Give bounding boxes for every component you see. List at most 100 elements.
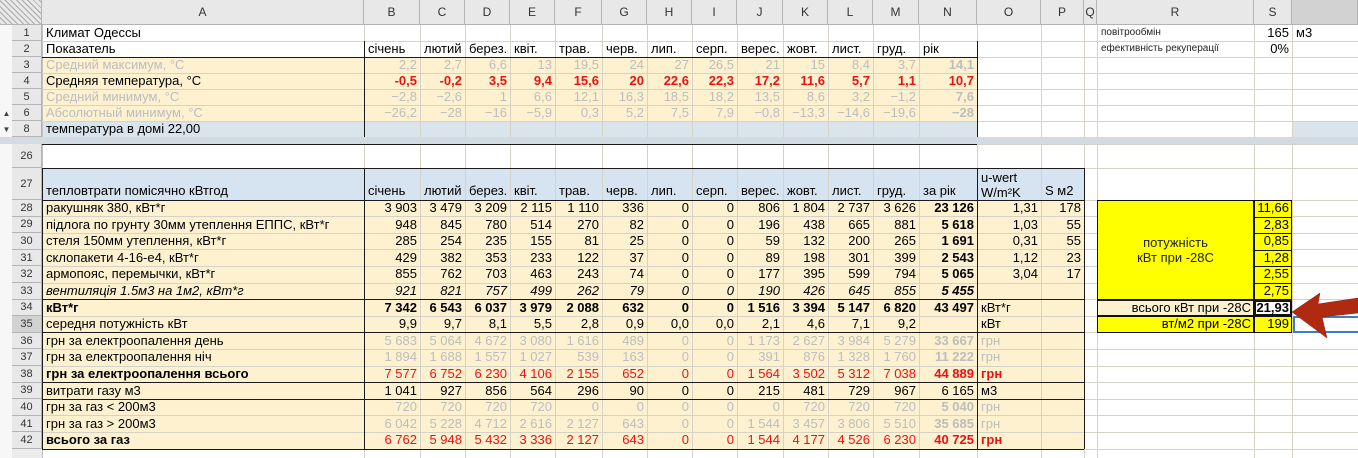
cell-K4[interactable]: 11,6 — [800, 73, 825, 88]
cell-B33[interactable]: 921 — [395, 283, 417, 298]
cell-A34[interactable]: кВт*г — [46, 299, 79, 315]
cell-C35[interactable]: 9,7 — [443, 316, 462, 332]
cell-E36[interactable]: 3 080 — [519, 332, 552, 348]
cell-A39[interactable]: витрати газу м3 — [46, 382, 141, 398]
house-temperature-label[interactable]: температура в домі 22,00 — [46, 121, 201, 136]
cell-B40[interactable]: 720 — [395, 399, 417, 415]
cell-N3[interactable]: 14,1 — [948, 57, 974, 72]
cell-O32[interactable]: 3,04 — [1012, 266, 1038, 282]
cell-N36[interactable]: 33 667 — [934, 332, 974, 348]
cell-O30[interactable]: 0,31 — [1012, 233, 1038, 249]
cell-A29[interactable]: підлога по грунту 30мм утеплення ЕППС, к… — [46, 216, 330, 232]
cell-C31[interactable]: 382 — [440, 249, 462, 265]
column-header-S[interactable]: S — [1254, 0, 1292, 25]
cell-F32[interactable]: 243 — [577, 266, 599, 282]
cell-J5[interactable]: 13,5 — [754, 89, 780, 104]
cell-L6[interactable]: −14,6 — [837, 105, 870, 120]
row-header-30[interactable]: 30 — [12, 233, 42, 250]
cell-K29[interactable]: 438 — [803, 216, 825, 232]
cell-C38[interactable]: 6 752 — [429, 366, 462, 381]
cell-G38[interactable]: 652 — [622, 366, 644, 381]
heatloss-month-I[interactable]: серп. — [696, 183, 728, 198]
cell-M37[interactable]: 1 760 — [883, 349, 916, 365]
cell-B4[interactable]: -0,5 — [394, 73, 417, 88]
cell-J39[interactable]: 215 — [758, 382, 780, 398]
cell-F29[interactable]: 270 — [577, 216, 599, 232]
month-header-L[interactable]: лист. — [832, 41, 862, 56]
cell-C30[interactable]: 254 — [440, 233, 462, 249]
column-header-J[interactable]: J — [737, 0, 783, 25]
cell-M32[interactable]: 794 — [894, 266, 916, 282]
row-header-40[interactable]: 40 — [12, 399, 42, 416]
cell-N29[interactable]: 5 618 — [941, 216, 974, 232]
cell-A31[interactable]: склопакети 4-16-е4, кВт*г — [46, 249, 199, 265]
group-collapse-down-icon[interactable]: ▼ — [2, 124, 11, 134]
cell-N6[interactable]: −28 — [951, 105, 974, 120]
cell-C4[interactable]: -0,2 — [439, 73, 462, 88]
cell-I4[interactable]: 22,3 — [708, 73, 734, 88]
cell-M41[interactable]: 5 510 — [883, 415, 916, 431]
cell-I35[interactable]: 0,0 — [715, 316, 734, 332]
cell-L32[interactable]: 599 — [848, 266, 870, 282]
month-header-I[interactable]: серп. — [696, 41, 728, 56]
cell-L5[interactable]: 3,2 — [851, 89, 870, 104]
cell-H30[interactable]: 0 — [681, 233, 689, 249]
cell-E4[interactable]: 9,4 — [533, 73, 552, 88]
cell-G4[interactable]: 20 — [629, 73, 644, 88]
cell-M38[interactable]: 7 038 — [883, 366, 916, 381]
cell-I32[interactable]: 0 — [726, 266, 734, 282]
cell-B42[interactable]: 6 762 — [384, 432, 417, 448]
month-header-G[interactable]: черв. — [606, 41, 638, 56]
cell-C42[interactable]: 5 948 — [429, 432, 462, 448]
cell-K41[interactable]: 3 457 — [792, 415, 825, 431]
cell-N32[interactable]: 5 065 — [941, 266, 974, 282]
column-header-R[interactable]: R — [1097, 0, 1254, 25]
cell-D34[interactable]: 6 037 — [474, 299, 507, 315]
cell-E3[interactable]: 13 — [537, 57, 552, 72]
cell-E29[interactable]: 514 — [530, 216, 552, 232]
cell-P30[interactable]: 55 — [1066, 233, 1081, 249]
select-all-corner[interactable] — [0, 0, 42, 25]
cell-K40[interactable]: 720 — [803, 399, 825, 415]
cell-K33[interactable]: 426 — [803, 283, 825, 298]
cell-B38[interactable]: 7 577 — [384, 366, 417, 381]
month-header-E[interactable]: квіт. — [514, 41, 538, 56]
cell-J33[interactable]: 190 — [758, 283, 780, 298]
cell-C39[interactable]: 927 — [440, 382, 462, 398]
cell-H42[interactable]: 0 — [681, 432, 689, 448]
row-header-35[interactable]: 35 — [12, 316, 42, 333]
cell-N31[interactable]: 2 543 — [941, 249, 974, 265]
column-header-E[interactable]: E — [510, 0, 555, 25]
cell-G28[interactable]: 336 — [622, 200, 644, 215]
cell-J41[interactable]: 1 544 — [747, 415, 780, 431]
cell-E40[interactable]: 720 — [530, 399, 552, 415]
cell-I40[interactable]: 0 — [726, 399, 734, 415]
month-header-B[interactable]: січень — [368, 41, 406, 56]
cell-B36[interactable]: 5 683 — [384, 332, 417, 348]
cell-A38[interactable]: грн за електроопалення всього — [46, 366, 249, 381]
cell-H35[interactable]: 0,0 — [670, 316, 689, 332]
cell-K31[interactable]: 198 — [803, 249, 825, 265]
kw-summary-label-cell[interactable] — [1097, 299, 1254, 317]
cell-C40[interactable]: 720 — [440, 399, 462, 415]
unit-37[interactable]: грн — [981, 349, 1001, 365]
cell-J31[interactable]: 89 — [765, 249, 780, 265]
cell-I41[interactable]: 0 — [726, 415, 734, 431]
heatloss-month-K[interactable]: жовт. — [787, 183, 818, 198]
cell-C5[interactable]: −2,6 — [436, 89, 462, 104]
cell-B32[interactable]: 855 — [395, 266, 417, 282]
unit-38[interactable]: грн — [981, 366, 1003, 381]
cell-I34[interactable]: 0 — [726, 299, 734, 315]
heatloss-month-E[interactable]: квіт. — [514, 183, 538, 198]
cell-B41[interactable]: 6 042 — [384, 415, 417, 431]
cell-H34[interactable]: 0 — [681, 299, 689, 315]
cell-D3[interactable]: 6,6 — [488, 57, 507, 72]
cell-F33[interactable]: 262 — [577, 283, 599, 298]
cell-H4[interactable]: 22,6 — [663, 73, 689, 88]
cell-F38[interactable]: 2 155 — [566, 366, 599, 381]
cell-J3[interactable]: 21 — [765, 57, 780, 72]
cell-L41[interactable]: 3 806 — [837, 415, 870, 431]
cell-D30[interactable]: 235 — [485, 233, 507, 249]
cell-A36[interactable]: грн за електроопалення день — [46, 332, 224, 348]
cell-F3[interactable]: 19,5 — [573, 57, 599, 72]
